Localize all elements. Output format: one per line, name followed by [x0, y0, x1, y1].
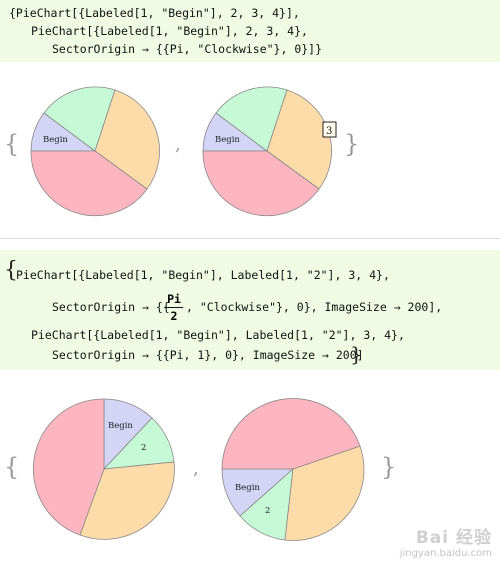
open-brace: {: [4, 258, 18, 283]
pie-slice-4: [202, 150, 320, 217]
watermark-brand: Bai 经验: [415, 528, 492, 548]
pie-slice-3: [284, 445, 365, 541]
pie-chart-1[interactable]: Begin: [30, 86, 160, 217]
slice-label-2: 2: [265, 506, 270, 516]
code-line: {PieChart[{Labeled[1, "Begin"], 2, 3, 4}…: [9, 6, 300, 20]
tooltip-value: 3: [326, 126, 332, 137]
fraction-numerator: Pi: [167, 292, 181, 306]
pie-chart-2[interactable]: Begin 3: [202, 86, 337, 217]
input-cell-1[interactable]: {PieChart[{Labeled[1, "Begin"], 2, 3, 4}…: [0, 0, 500, 62]
pie-slice-3: [94, 89, 160, 190]
slice-label: Begin: [43, 135, 68, 145]
close-brace: }: [381, 453, 397, 481]
slice-label-begin: Begin: [108, 421, 133, 431]
pie-slice-4: [30, 150, 148, 217]
open-brace: {: [4, 130, 20, 158]
pie-charts-row-2: Begin 2 Begin 2: [32, 398, 365, 541]
tooltip-box: [322, 121, 337, 138]
pie-slice-2: [215, 86, 288, 152]
pie-slice-3: [79, 461, 175, 540]
slice-label-2: 2: [141, 443, 146, 453]
pie-chart-4[interactable]: Begin 2: [221, 398, 365, 541]
close-brace: }: [344, 130, 360, 158]
code-line: SectorOrigin → {{: [52, 300, 170, 314]
list-comma: ,: [193, 458, 199, 479]
fraction-bar: [165, 307, 183, 308]
pie-slice-4: [221, 398, 361, 470]
list-comma: ,: [175, 134, 181, 155]
code-line: , "Clockwise"}, 0}, ImageSize → 200],: [186, 300, 443, 314]
watermark: Bai 经验 jingyan.baidu.com: [400, 523, 492, 559]
code-line: PieChart[{Labeled[1, "Begin"], Labeled[1…: [16, 268, 390, 282]
open-brace: {: [4, 453, 20, 481]
code-line: PieChart[{Labeled[1, "Begin"], Labeled[1…: [31, 328, 405, 342]
code-line: PieChart[{Labeled[1, "Begin"], 2, 3, 4},: [31, 24, 308, 38]
code-line: SectorOrigin → {{Pi, 1}, 0}, ImageSize →…: [52, 348, 364, 362]
close-brace: }: [350, 342, 363, 366]
code-line: SectorOrigin → {{Pi, "Clockwise"}, 0}]}: [52, 42, 323, 56]
pie-chart-3[interactable]: Begin 2: [32, 398, 175, 540]
slice-label-begin: Begin: [235, 483, 260, 493]
pie-charts-row-1: Begin Begin 3: [30, 86, 337, 217]
input-cell-2[interactable]: { PieChart[{Labeled[1, "Begin"], Labeled…: [0, 250, 500, 370]
pie-slice-4: [32, 398, 105, 536]
watermark-url: jingyan.baidu.com: [399, 548, 492, 559]
cell-divider: [0, 238, 500, 239]
slice-label: Begin: [215, 135, 240, 145]
fraction-denominator: 2: [170, 309, 178, 323]
pie-slice-2: [43, 86, 116, 152]
